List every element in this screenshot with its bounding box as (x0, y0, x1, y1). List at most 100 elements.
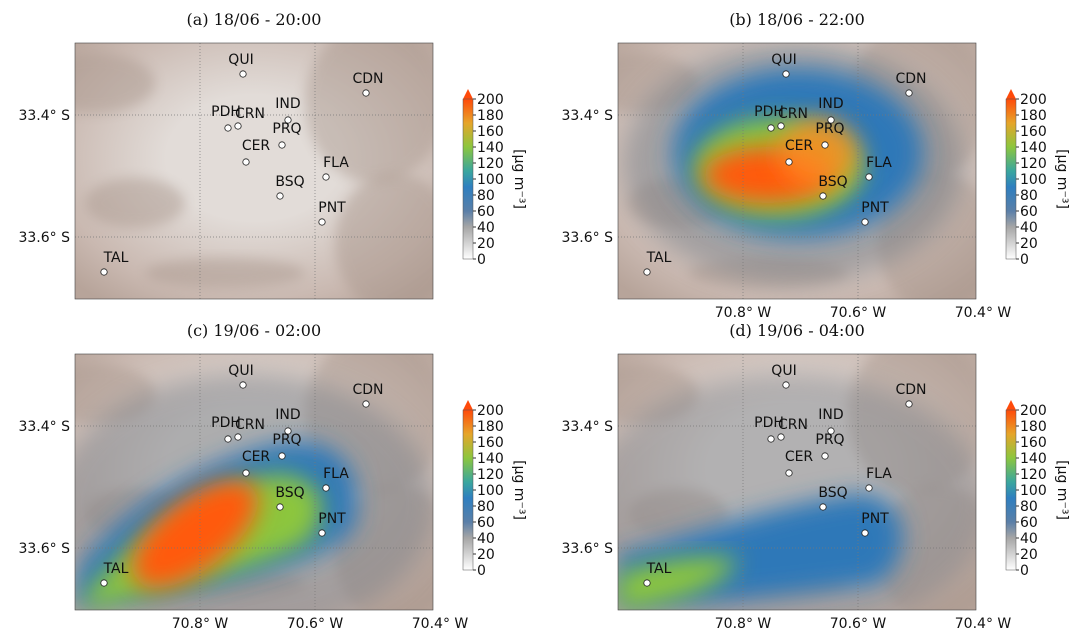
station-label: CER (242, 449, 271, 465)
station-label: PRQ (815, 432, 844, 448)
station-marker (777, 433, 785, 441)
station-marker (318, 529, 326, 537)
colorbar-tick-label: 200 (477, 92, 504, 108)
plume (618, 557, 738, 610)
station-marker (819, 192, 827, 200)
ridge (75, 53, 155, 113)
colorbar-tick-label: 180 (1020, 419, 1047, 435)
station-label: PDH (754, 104, 784, 120)
station-label: BSQ (275, 174, 304, 190)
station-marker (819, 503, 827, 511)
station-label: CER (785, 449, 814, 465)
lon-label: 70.8° W (172, 616, 229, 629)
station-marker (284, 427, 292, 435)
colorbar-tick-label: 0 (477, 252, 486, 268)
station-label: QUI (771, 52, 796, 68)
station-label: PNT (318, 511, 346, 527)
colorbar-extend (463, 89, 473, 99)
colorbar-tick-label: 160 (477, 124, 504, 140)
station-marker (234, 433, 242, 441)
lon-label: 70.6° W (830, 616, 887, 629)
station-label: FLA (323, 155, 349, 171)
map-area (618, 354, 976, 610)
station-marker (785, 469, 793, 477)
station-label: FLA (866, 155, 892, 171)
colorbar-tick-label: 200 (1020, 403, 1047, 419)
colorbar-tick-label: 160 (1020, 124, 1047, 140)
lon-label: 70.4° W (955, 616, 1012, 629)
colorbar-tick-label: 160 (477, 435, 504, 451)
station-label: CDN (895, 382, 926, 398)
colorbar-tick-label: 40 (477, 220, 495, 236)
station-label: IND (818, 96, 843, 112)
map-frame (617, 42, 977, 300)
station-label: CDN (352, 382, 383, 398)
colorbar-tick-label: 0 (477, 563, 486, 579)
colorbar-tick-label: 140 (477, 140, 504, 156)
lat-label: 33.4° S (561, 419, 613, 435)
lon-label: 70.6° W (830, 305, 887, 321)
station-label: CRN (778, 106, 808, 122)
station-label: PRQ (272, 121, 301, 137)
station-marker (239, 70, 247, 78)
colorbar-label: [µg m⁻³] (511, 460, 527, 520)
panel-title: (d) 19/06 - 04:00 (729, 321, 865, 340)
colorbar-tick-label: 0 (1020, 563, 1029, 579)
station-marker (362, 89, 370, 97)
station-marker (100, 268, 108, 276)
colorbar-tick-label: 0 (1020, 252, 1029, 268)
station-label: CDN (895, 71, 926, 87)
colorbar-tick-label: 180 (1020, 108, 1047, 124)
lat-label: 33.6° S (561, 541, 613, 557)
station-marker (276, 192, 284, 200)
lat-label: 33.4° S (561, 108, 613, 124)
station-label: TAL (646, 250, 672, 266)
ridge (305, 43, 433, 183)
colorbar-extend (1006, 400, 1016, 410)
colorbar-tick-label: 60 (1020, 515, 1038, 531)
map-area (618, 43, 976, 299)
map-frame (74, 353, 434, 611)
station-marker (318, 218, 326, 226)
station-marker (905, 89, 913, 97)
station-label: IND (275, 96, 300, 112)
station-marker (100, 579, 108, 587)
station-marker (278, 452, 286, 460)
station-label: BSQ (275, 485, 304, 501)
station-label: BSQ (818, 174, 847, 190)
panel-title: (c) 19/06 - 02:00 (187, 321, 321, 340)
colorbar-tick-label: 160 (1020, 435, 1047, 451)
map-frame (617, 353, 977, 611)
station-label: CRN (235, 106, 265, 122)
colorbar-tick-label: 80 (477, 188, 495, 204)
ridge (335, 173, 433, 299)
station-label: PDH (211, 104, 241, 120)
colorbar (462, 98, 474, 260)
panel-title: (b) 18/06 - 22:00 (729, 10, 865, 29)
map-frame (74, 42, 434, 300)
ridge (145, 258, 305, 288)
colorbar-extend (463, 400, 473, 410)
station-label: CRN (235, 417, 265, 433)
colorbar-label: [µg m⁻³] (511, 149, 527, 209)
colorbar-tick-label: 40 (477, 531, 495, 547)
colorbar-tick-label: 80 (477, 499, 495, 515)
station-marker (865, 173, 873, 181)
colorbar-tick-label: 120 (477, 467, 504, 483)
colorbar-tick-label: 100 (477, 483, 504, 499)
plume (778, 118, 858, 188)
station-marker (242, 469, 250, 477)
station-label: BSQ (818, 485, 847, 501)
station-marker (322, 484, 330, 492)
station-marker (861, 218, 869, 226)
station-marker (821, 141, 829, 149)
lon-label: 70.8° W (715, 616, 772, 629)
station-label: IND (275, 407, 300, 423)
station-marker (782, 70, 790, 78)
colorbar-tick-label: 140 (477, 451, 504, 467)
station-label: PNT (861, 200, 889, 216)
station-marker (276, 503, 284, 511)
lat-label: 33.6° S (18, 541, 70, 557)
